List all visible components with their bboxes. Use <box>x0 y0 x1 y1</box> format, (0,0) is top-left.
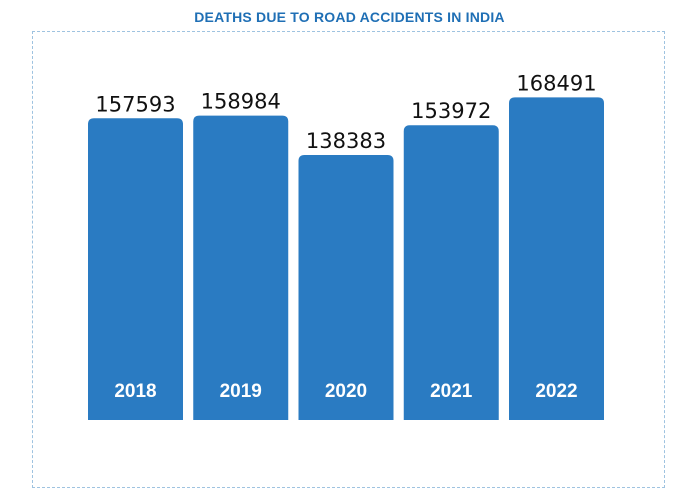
bar-2021 <box>403 125 499 421</box>
category-label-2019: 2019 <box>220 381 262 402</box>
category-label-2018: 2018 <box>114 381 156 402</box>
category-label-2022: 2022 <box>535 381 577 402</box>
chart-title: DEATHS DUE TO ROAD ACCIDENTS IN INDIA <box>194 9 505 25</box>
value-label-2019: 158984 <box>201 90 281 114</box>
bar-2018 <box>88 118 183 420</box>
bar-2020 <box>298 155 394 420</box>
bar-2022 <box>509 97 604 420</box>
bar-2019 <box>193 115 289 421</box>
value-label-2018: 157593 <box>95 92 175 116</box>
category-label-2021: 2021 <box>430 381 473 402</box>
chart-frame <box>32 31 665 488</box>
category-label-2020: 2020 <box>325 381 367 402</box>
value-label-2021: 153972 <box>411 99 491 123</box>
value-label-2020: 138383 <box>306 129 386 153</box>
value-label-2022: 168491 <box>516 71 596 95</box>
